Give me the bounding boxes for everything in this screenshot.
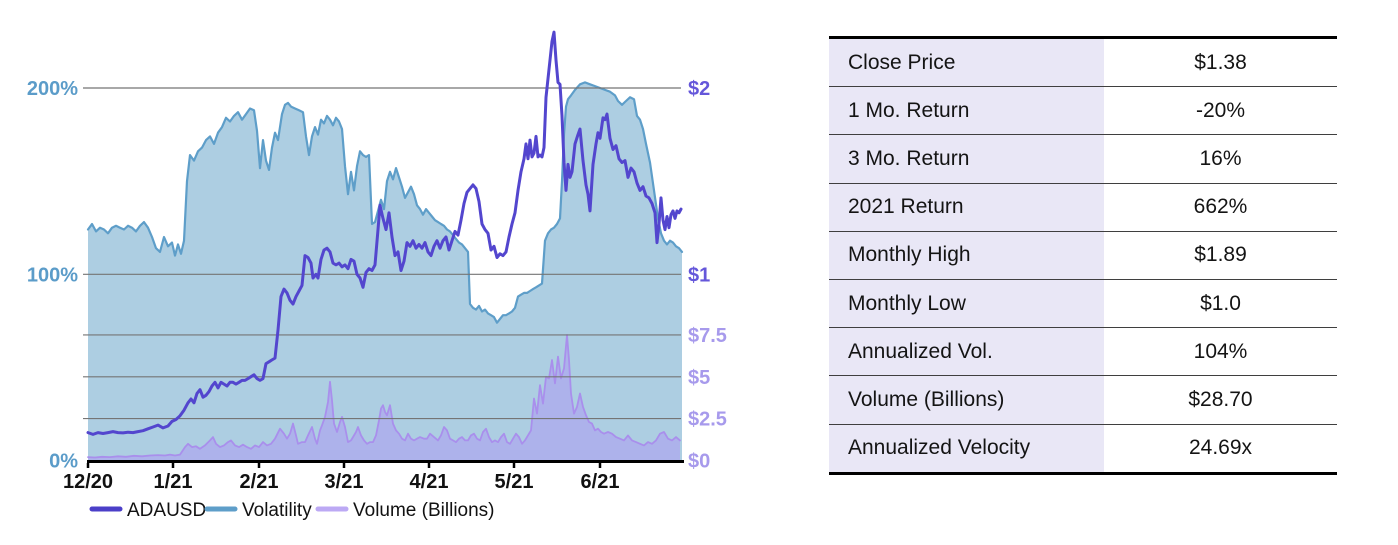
price-volatility-chart: 200% 100% 0% $2 $1 $7.5 $5 $2.5 $0 12/20 1/21 2/21 3…: [27, 30, 727, 521]
table-row: Close Price $1.38: [829, 39, 1337, 87]
stat-value: -20%: [1195, 98, 1246, 122]
stat-value: $28.70: [1188, 387, 1253, 411]
table-row: Annualized Vol. 104%: [829, 327, 1337, 376]
chart-price-line: [86, 30, 683, 436]
table-row: Monthly High $1.89: [829, 230, 1337, 279]
left-axis-label: 100%: [27, 264, 78, 286]
stat-value: 16%: [1199, 146, 1242, 170]
legend-label: Volume (Billions): [353, 500, 495, 521]
table-row: 3 Mo. Return 16%: [829, 134, 1337, 183]
stat-label: Monthly Low: [829, 279, 1104, 328]
x-axis-label: 12/20: [63, 471, 113, 493]
table-row: 1 Mo. Return -20%: [829, 86, 1337, 135]
stat-label: Monthly High: [829, 231, 1104, 279]
x-axis-label: 3/21: [325, 471, 364, 493]
adausd-line: [86, 30, 683, 436]
stats-table-body: Close Price $1.38 1 Mo. Return -20% 3 Mo. Re…: [829, 39, 1337, 472]
stat-label: Annualized Vol.: [829, 328, 1104, 376]
right-volume-axis-label: $5: [688, 367, 710, 389]
volatility-line: [86, 81, 684, 324]
table-row: 2021 Return 662%: [829, 182, 1337, 231]
volatility-area: [88, 82, 682, 462]
table-row: Annualized Velocity 24.69x: [829, 423, 1337, 472]
chart-gridlines: [83, 87, 681, 420]
price-chart-svg: 200% 100% 0% $2 $1 $7.5 $5 $2.5 $0 12/20 1/21 2/21 3…: [27, 30, 727, 521]
x-axis-label: 6/21: [581, 471, 620, 493]
left-axis-label: 0%: [49, 451, 78, 473]
x-axis-label: 2/21: [240, 471, 279, 493]
volume-billions--area: [88, 334, 680, 462]
stat-value: 24.69x: [1188, 436, 1253, 460]
legend-label: Volatility: [242, 500, 312, 521]
stat-value: $1.0: [1200, 291, 1241, 315]
stat-label: Volume (Billions): [829, 376, 1104, 424]
stat-value: 662%: [1193, 195, 1248, 219]
volume-billions--line: [87, 334, 681, 459]
right-volume-axis-label: $2.5: [688, 409, 727, 431]
stat-label: Close Price: [829, 39, 1104, 87]
legend-label: ADAUSD: [127, 500, 206, 521]
x-axis-label: 5/21: [495, 471, 534, 493]
x-axis-label: 1/21: [154, 471, 193, 493]
stat-label: 1 Mo. Return: [829, 87, 1104, 135]
stat-value: $1.38: [1194, 50, 1247, 74]
chart-legend: ADAUSD Volatility Volume (Billions): [89, 500, 495, 521]
chart-axis-labels: 200% 100% 0% $2 $1 $7.5 $5 $2.5 $0 12/20 1/21 2/21 3…: [27, 78, 727, 493]
stat-value: $1.89: [1194, 243, 1247, 267]
right-volume-axis-label: $7.5: [688, 325, 727, 347]
stat-label: Annualized Velocity: [829, 424, 1104, 472]
table-row: Monthly Low $1.0: [829, 278, 1337, 328]
x-axis-label: 4/21: [410, 471, 449, 493]
right-price-axis-label: $2: [688, 78, 710, 100]
chart-axis: [86, 460, 684, 468]
right-volume-axis-label: $0: [688, 451, 710, 473]
left-axis-label: 200%: [27, 78, 78, 100]
table-row: Volume (Billions) $28.70: [829, 375, 1337, 424]
stat-label: 3 Mo. Return: [829, 135, 1104, 183]
stat-value: 104%: [1193, 339, 1248, 363]
stat-label: 2021 Return: [829, 183, 1104, 231]
stats-table: Close Price $1.38 1 Mo. Return -20% 3 Mo. Re…: [829, 36, 1337, 475]
right-price-axis-label: $1: [688, 264, 710, 286]
chart-areas: [86, 81, 684, 462]
